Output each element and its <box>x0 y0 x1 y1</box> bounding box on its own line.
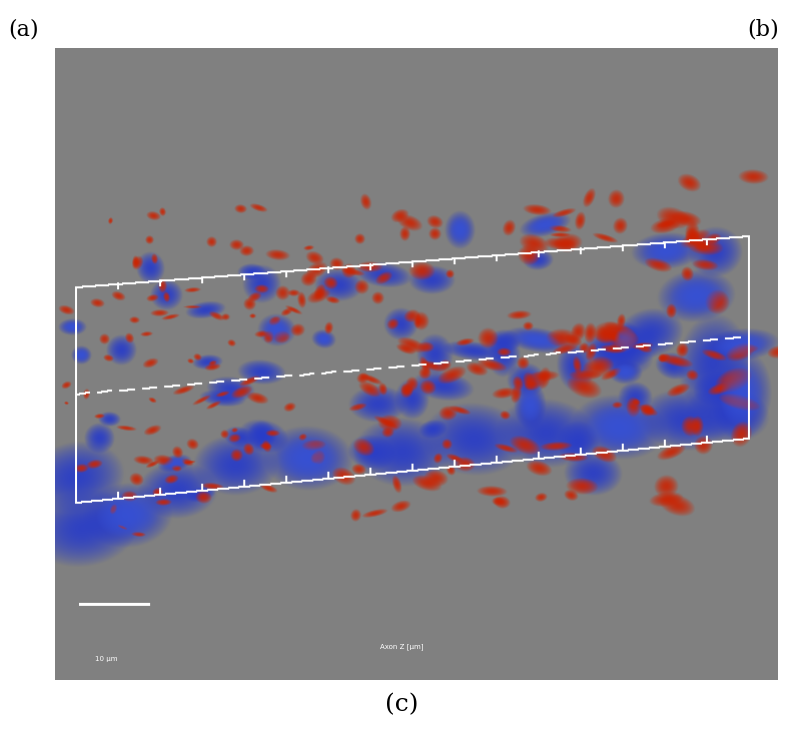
Text: 10 μm: 10 μm <box>95 656 117 662</box>
Text: (a): (a) <box>8 18 38 40</box>
Text: (c): (c) <box>384 694 418 717</box>
Text: (b): (b) <box>746 18 778 40</box>
Text: Axon Z [μm]: Axon Z [μm] <box>379 644 423 650</box>
